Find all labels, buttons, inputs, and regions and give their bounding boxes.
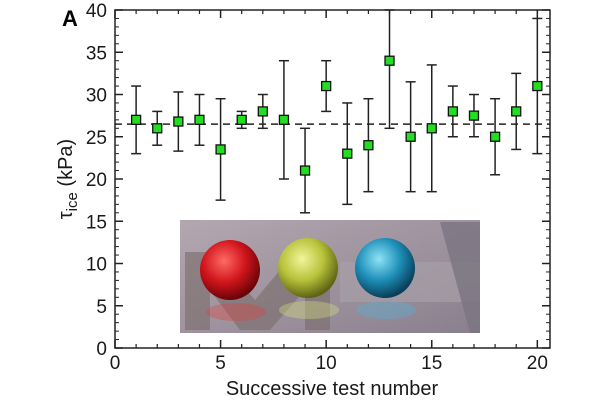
data-point (489, 131, 501, 142)
data-point (257, 106, 268, 117)
y-axis-title-subscript: ice (64, 192, 81, 211)
inset-shadow (440, 222, 480, 333)
data-point (384, 55, 395, 66)
inset-drop-yellow-reflection (279, 301, 339, 319)
y-axis-title-symbol: τ (55, 211, 77, 219)
inset-drop-blue (355, 238, 415, 298)
y-tick-label: 35 (86, 43, 107, 64)
data-point (342, 148, 353, 159)
x-tick-label: 15 (421, 353, 442, 374)
data-point (468, 110, 480, 121)
data-point (215, 144, 226, 155)
y-tick-label: 30 (86, 86, 107, 107)
data-point (426, 123, 437, 134)
data-point (130, 114, 142, 125)
data-point (152, 123, 163, 134)
x-tick-label: 5 (215, 353, 226, 374)
data-point (278, 114, 290, 125)
x-tick-label: 20 (527, 353, 548, 374)
y-tick-label: 25 (86, 128, 107, 149)
y-axis-title: τice (kPa) (55, 139, 81, 219)
data-point (447, 106, 459, 117)
y-axis-title-unit: (kPa) (55, 139, 77, 192)
data-point (363, 140, 374, 151)
data-point (194, 114, 205, 125)
data-point (511, 106, 522, 117)
data-point (532, 80, 543, 92)
y-tick-label: 0 (96, 339, 107, 360)
inset-drop-red (200, 240, 260, 300)
y-tick-label: 20 (86, 170, 107, 191)
data-series (130, 9, 543, 214)
y-tick-label: 15 (86, 212, 107, 233)
data-point (405, 131, 416, 142)
data-point (321, 80, 332, 92)
x-tick-label: 0 (110, 353, 121, 374)
x-axis-title: Successive test number (226, 378, 439, 400)
panel-label: A (62, 6, 78, 31)
data-point (173, 116, 184, 127)
x-tick-label: 10 (316, 353, 337, 374)
inset-drop-yellow (278, 238, 338, 298)
y-tick-label: 5 (96, 297, 107, 318)
y-axis: 0 5 10 15 20 25 30 35 40 (86, 1, 550, 360)
inset-drop-blue-reflection (356, 301, 416, 319)
data-point (236, 114, 247, 125)
y-tick-label: 40 (86, 1, 107, 22)
x-axis: 0 5 10 15 20 (110, 10, 548, 374)
y-tick-label: 10 (86, 255, 107, 276)
data-point (299, 165, 311, 176)
inset-drop-red-reflection (206, 303, 266, 321)
inset-photo (180, 220, 480, 333)
